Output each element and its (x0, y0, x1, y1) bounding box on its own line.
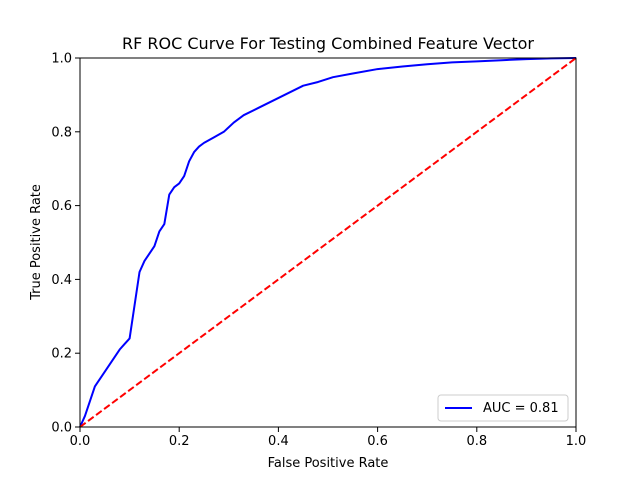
chart-title: RF ROC Curve For Testing Combined Featur… (122, 34, 534, 53)
y-tick-label: 0.6 (51, 199, 72, 214)
y-tick-label: 0.4 (51, 273, 72, 288)
y-axis-label: True Positive Rate (29, 184, 44, 301)
x-tick-label: 0.4 (268, 434, 289, 449)
y-tick-label: 1.0 (51, 52, 72, 67)
roc-curve-line (79, 57, 577, 428)
y-tick-label: 0.8 (51, 125, 72, 140)
y-axis-ticks: 0.0 0.2 0.4 0.6 0.8 1.0 (51, 52, 80, 436)
series-layer (79, 57, 577, 428)
x-tick-label: 0.6 (367, 434, 388, 449)
x-tick-label: 1.0 (566, 434, 587, 449)
y-tick-label: 0.2 (51, 347, 72, 362)
y-tick-label: 0.0 (51, 421, 72, 436)
chance-diagonal-line (79, 57, 577, 428)
plot-frame (79, 57, 577, 428)
legend: AUC = 0.81 (437, 394, 569, 422)
legend-box (437, 394, 569, 422)
x-axis-ticks: 0.0 0.2 0.4 0.6 0.8 1.0 (70, 427, 587, 449)
x-axis-label: False Positive Rate (268, 456, 389, 471)
x-tick-label: 0.2 (169, 434, 190, 449)
x-tick-label: 0.0 (70, 434, 91, 449)
x-tick-label: 0.8 (466, 434, 487, 449)
legend-label-auc: AUC = 0.81 (483, 401, 559, 416)
